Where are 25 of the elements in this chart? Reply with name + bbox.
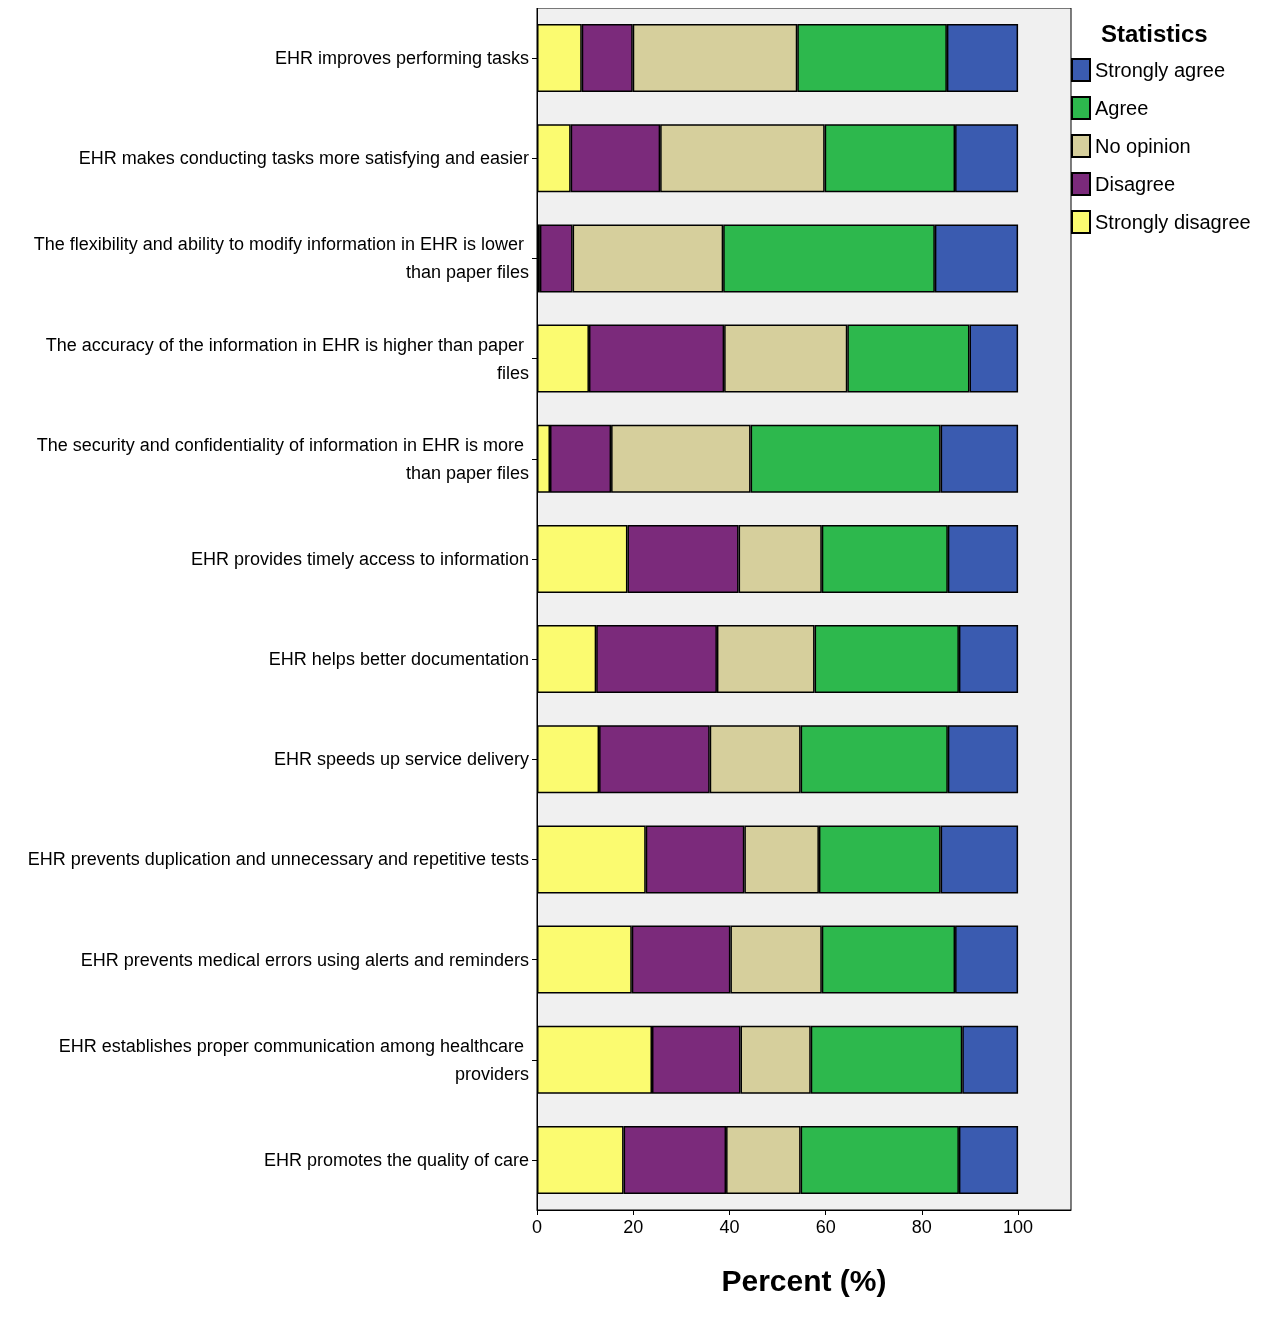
y-tick-label: The flexibility and ability to modify information in EHR is lower than paper files	[33, 234, 529, 283]
x-tick-label: 20	[623, 1217, 644, 1237]
x-tick-label: 60	[815, 1217, 836, 1237]
y-tick-label: EHR promotes the quality of care	[263, 1149, 529, 1170]
x-tick-label: 0	[531, 1217, 543, 1237]
y-tick-label: EHR helps better documentation	[268, 649, 529, 670]
y-tick-label: EHR establishes proper communication among healthcare providers	[58, 1035, 529, 1084]
legend-label: No opinion	[1095, 135, 1191, 157]
x-axis-title: Percent (%)	[721, 1263, 887, 1297]
y-tick-label: EHR speeds up service delivery	[273, 749, 529, 770]
legend-title: Statistics	[1101, 19, 1208, 47]
y-tick-label: EHR prevents medical errors using alerts and reminders	[80, 949, 529, 970]
y-tick-label: EHR provides timely access to information	[190, 548, 529, 569]
x-tick-label: 40	[719, 1217, 740, 1237]
legend-label: Strongly disagree	[1095, 211, 1251, 233]
x-tick-label: 80	[911, 1217, 932, 1237]
y-tick-label: EHR makes conducting tasks more satisfying and easier	[78, 148, 529, 169]
y-tick-label: The accuracy of the information in EHR is higher than paper files	[45, 334, 529, 383]
y-tick-label: EHR improves performing tasks	[274, 48, 529, 69]
legend-label: Agree	[1095, 97, 1149, 119]
legend-label: Strongly agree	[1095, 59, 1226, 81]
y-tick-label: The security and confidentiality of information in EHR is more than paper files	[36, 434, 529, 483]
legend-label: Disagree	[1095, 173, 1176, 195]
y-tick-label: EHR prevents duplication and unnecessary and repetitive tests	[27, 849, 529, 870]
x-tick-label: 100	[1003, 1217, 1034, 1237]
